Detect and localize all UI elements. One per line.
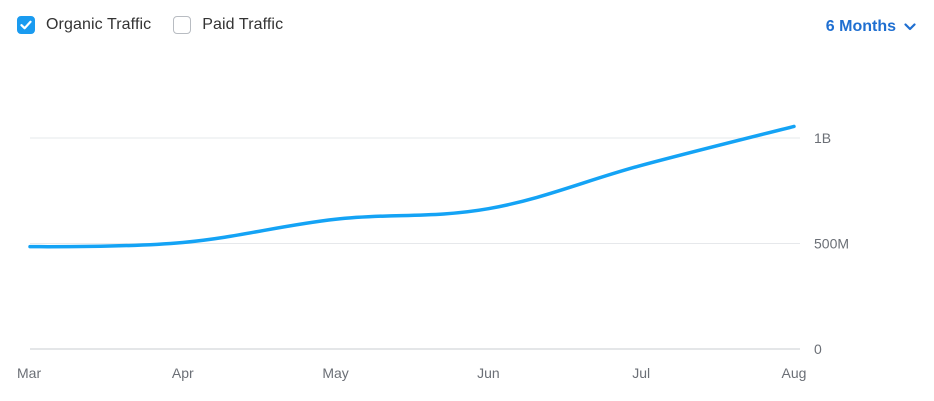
organic-traffic-series-line: [28, 124, 796, 249]
period-label: 6 Months: [825, 18, 896, 35]
paid-traffic-toggle[interactable]: Paid Traffic: [173, 16, 283, 34]
period-dropdown[interactable]: 6 Months: [826, 18, 916, 36]
organic-traffic-toggle[interactable]: Organic Traffic: [17, 16, 151, 34]
check-icon: [20, 20, 32, 30]
y-tick-label: 500M: [814, 236, 849, 252]
chevron-down-icon: [904, 23, 916, 31]
paid-traffic-label: Paid Traffic: [202, 16, 284, 33]
x-tick-label: Mar: [17, 365, 41, 381]
x-tick-label: May: [322, 365, 348, 381]
x-tick-label: Jun: [477, 365, 500, 381]
organic-traffic-checkbox[interactable]: [17, 16, 35, 34]
paid-traffic-checkbox[interactable]: [173, 16, 192, 34]
y-tick-label: 1B: [814, 130, 831, 146]
y-tick-label: 0: [814, 341, 822, 357]
organic-traffic-label: Organic Traffic: [46, 16, 152, 33]
x-tick-label: Jul: [632, 365, 650, 381]
traffic-filter-bar: Organic Traffic Paid Traffic: [17, 16, 305, 34]
x-tick-label: Aug: [782, 365, 807, 381]
x-tick-label: Apr: [172, 365, 194, 381]
